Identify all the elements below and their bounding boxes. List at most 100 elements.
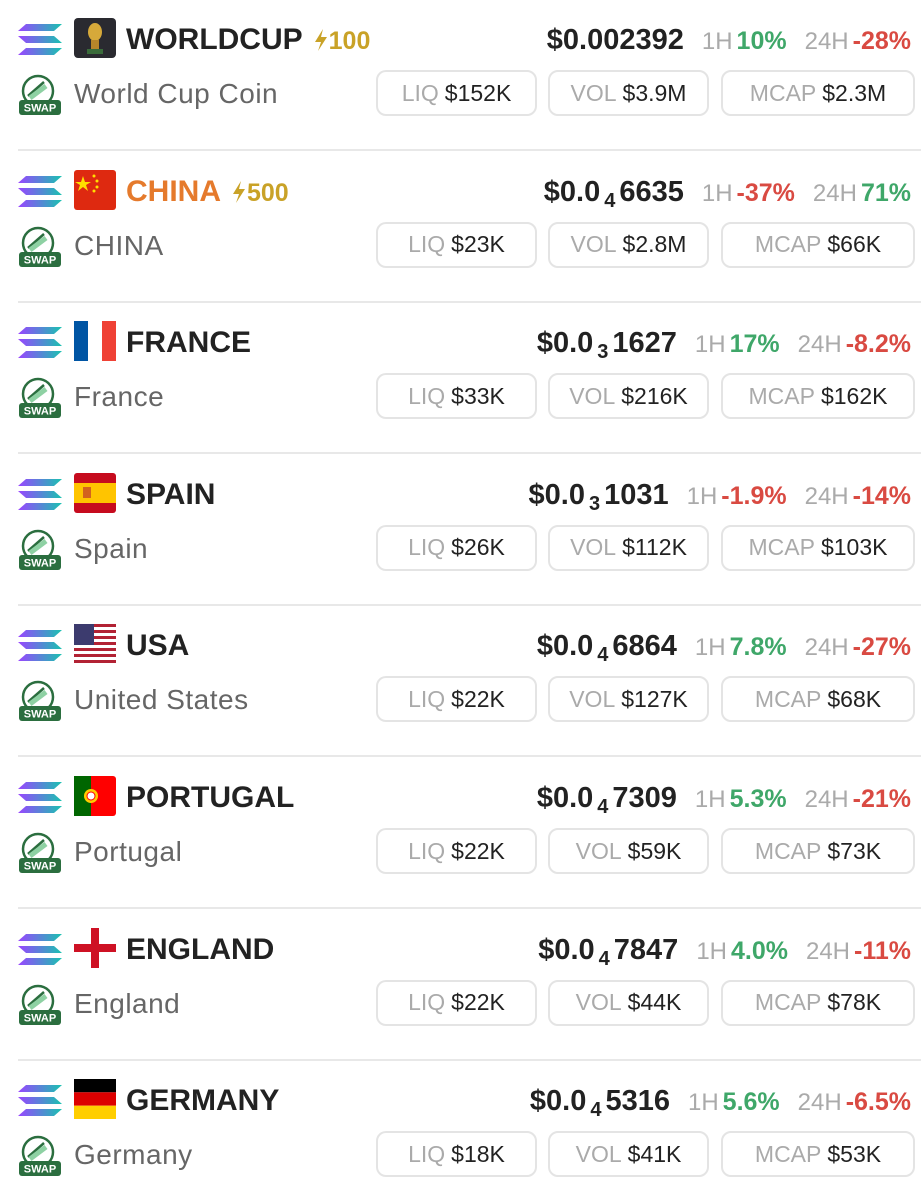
chain-icon bbox=[18, 628, 62, 669]
token-symbol: PORTUGAL bbox=[126, 778, 294, 818]
vol-label: VOL bbox=[575, 1140, 622, 1167]
mcap-pill: MCAP $2.3M bbox=[721, 70, 915, 116]
mcap-value: $78K bbox=[827, 989, 882, 1016]
mcap-value: $66K bbox=[827, 231, 882, 258]
vol-value: $59K bbox=[627, 837, 682, 864]
mcap-pill: MCAP $66K bbox=[721, 221, 915, 268]
vol-label: VOL bbox=[575, 837, 622, 864]
swap-badge-graphic: SWAP bbox=[19, 832, 61, 873]
change-value: -28% bbox=[852, 27, 911, 55]
liq-value: $152K bbox=[444, 79, 512, 106]
chain-icon bbox=[18, 174, 62, 215]
token-name: Portugal bbox=[74, 836, 183, 867]
liq-label: LIQ bbox=[408, 1140, 446, 1167]
swap-badge: SWAP bbox=[18, 984, 62, 1033]
token-name: England bbox=[74, 987, 181, 1019]
token-row[interactable]: SWAP FRANCE $0.0 3 1627 1H 17% 24H -8.2% France LI… bbox=[0, 303, 921, 455]
vol-label: VOL bbox=[570, 79, 617, 106]
token-row[interactable]: SWAP CHINA 500 $0.0 4 6635 1H -37% 24H 71% CHINA LI… bbox=[0, 152, 921, 303]
mcap-value: $73K bbox=[827, 837, 882, 864]
swap-badge-graphic: SWAP bbox=[19, 1135, 61, 1177]
mcap-label: MCAP bbox=[754, 989, 822, 1016]
mcap-value: $53K bbox=[827, 1140, 882, 1167]
token-row[interactable]: SWAP USA $0.0 4 6864 1H 7.8% 24H -27% United Stat… bbox=[0, 606, 921, 758]
chain-icon-graphic bbox=[18, 478, 62, 510]
swap-label: SWAP bbox=[24, 1164, 56, 1176]
mcap-label: MCAP bbox=[754, 1140, 822, 1167]
swap-label: SWAP bbox=[24, 861, 56, 873]
flag-icon bbox=[74, 776, 116, 821]
swap-badge: SWAP bbox=[18, 226, 62, 275]
liq-pill: LIQ $18K bbox=[376, 1131, 537, 1178]
price-line: $0.002392 1H 10% 24H -28% bbox=[547, 20, 911, 62]
price-digits: 1031 bbox=[604, 478, 669, 511]
bolt-icon bbox=[233, 180, 245, 203]
token-symbol: SPAIN bbox=[126, 475, 215, 515]
vol-value: $112K bbox=[622, 534, 687, 561]
mcap-label: MCAP bbox=[754, 837, 822, 864]
liq-pill: LIQ $152K bbox=[376, 70, 537, 116]
token-name: World Cup Coin bbox=[74, 78, 279, 109]
token-symbol: FRANCE bbox=[126, 323, 251, 363]
token-symbol: USA bbox=[126, 626, 189, 666]
vol-pill: VOL $44K bbox=[548, 979, 709, 1026]
token-symbol: WORLDCUP 100 bbox=[126, 20, 370, 61]
token-row[interactable]: SWAP SPAIN $0.0 3 1031 1H -1.9% 24H -14% Spain LIQ… bbox=[0, 455, 921, 606]
change-value: -1.9% bbox=[721, 481, 787, 510]
mcap-label: MCAP bbox=[754, 685, 822, 712]
chain-icon bbox=[18, 22, 62, 63]
change-value: -11% bbox=[854, 936, 911, 965]
price-zero-count: 4 bbox=[597, 644, 609, 667]
token-name: United States bbox=[74, 684, 249, 716]
swap-label: SWAP bbox=[24, 103, 56, 115]
price-line: $0.0 4 7309 1H 5.3% 24H -21% bbox=[537, 778, 911, 821]
vol-value: $127K bbox=[621, 685, 688, 712]
flag-icon bbox=[74, 927, 116, 973]
mcap-pill: MCAP $68K bbox=[721, 676, 915, 723]
price: $0.0 4 6635 bbox=[544, 172, 684, 215]
liq-label: LIQ bbox=[408, 989, 446, 1016]
flag-icon bbox=[74, 18, 116, 63]
flag-icon-graphic bbox=[74, 927, 116, 968]
swap-badge: SWAP bbox=[18, 529, 62, 578]
liq-pill: LIQ $22K bbox=[376, 979, 537, 1026]
liq-pill: LIQ $22K bbox=[376, 828, 537, 874]
price-digits: 5316 bbox=[605, 1085, 670, 1118]
token-row[interactable]: SWAP ENGLAND $0.0 4 7847 1H 4.0% 24H -11% England… bbox=[0, 910, 921, 1061]
token-row[interactable]: SWAP PORTUGAL $0.0 4 7309 1H 5.3% 24H -21% Portug… bbox=[0, 758, 921, 909]
change-label: 1H bbox=[694, 634, 726, 662]
vol-value: $44K bbox=[627, 989, 682, 1016]
flag-icon bbox=[74, 169, 116, 215]
liq-pill: LIQ $26K bbox=[376, 524, 537, 571]
change-value: 5.3% bbox=[729, 785, 787, 813]
chain-icon-graphic bbox=[18, 327, 62, 359]
token-row[interactable]: SWAP GERMANY $0.0 4 5316 1H 5.6% 24H -6.5% German… bbox=[0, 1061, 921, 1200]
swap-label: SWAP bbox=[24, 1012, 56, 1024]
swap-label: SWAP bbox=[24, 709, 56, 721]
chain-icon-graphic bbox=[18, 630, 62, 662]
price: $0.002392 bbox=[547, 20, 684, 60]
chain-icon bbox=[18, 780, 62, 821]
bolt-icon bbox=[314, 29, 327, 51]
swap-badge: SWAP bbox=[18, 74, 62, 123]
swap-badge-graphic: SWAP bbox=[19, 529, 61, 570]
price-zero-count: 4 bbox=[590, 1099, 602, 1122]
swap-label: SWAP bbox=[24, 406, 56, 418]
change-label: 1H bbox=[694, 331, 726, 359]
mcap-label: MCAP bbox=[754, 231, 822, 258]
swap-badge-graphic: SWAP bbox=[19, 226, 61, 267]
symbol-text: USA bbox=[126, 629, 190, 663]
liq-value: $18K bbox=[451, 1140, 505, 1167]
token-symbol: CHINA 500 bbox=[126, 172, 289, 213]
change-label: 1H bbox=[694, 786, 726, 813]
token-row[interactable]: SWAP WORLDCUP 100 $0.002392 1H 10% 24H -28% Worl… bbox=[0, 0, 921, 151]
change-value: 7.8% bbox=[729, 633, 787, 662]
price-main: $0.0 bbox=[529, 1085, 587, 1118]
vol-label: VOL bbox=[569, 685, 616, 712]
liq-label: LIQ bbox=[401, 79, 439, 106]
vol-value: $41K bbox=[627, 1140, 682, 1167]
change-value: 4.0% bbox=[731, 936, 788, 965]
boost: 500 bbox=[231, 179, 289, 207]
chain-icon-graphic bbox=[18, 24, 62, 55]
price-line: $0.0 4 6635 1H -37% 24H 71% bbox=[544, 172, 911, 215]
